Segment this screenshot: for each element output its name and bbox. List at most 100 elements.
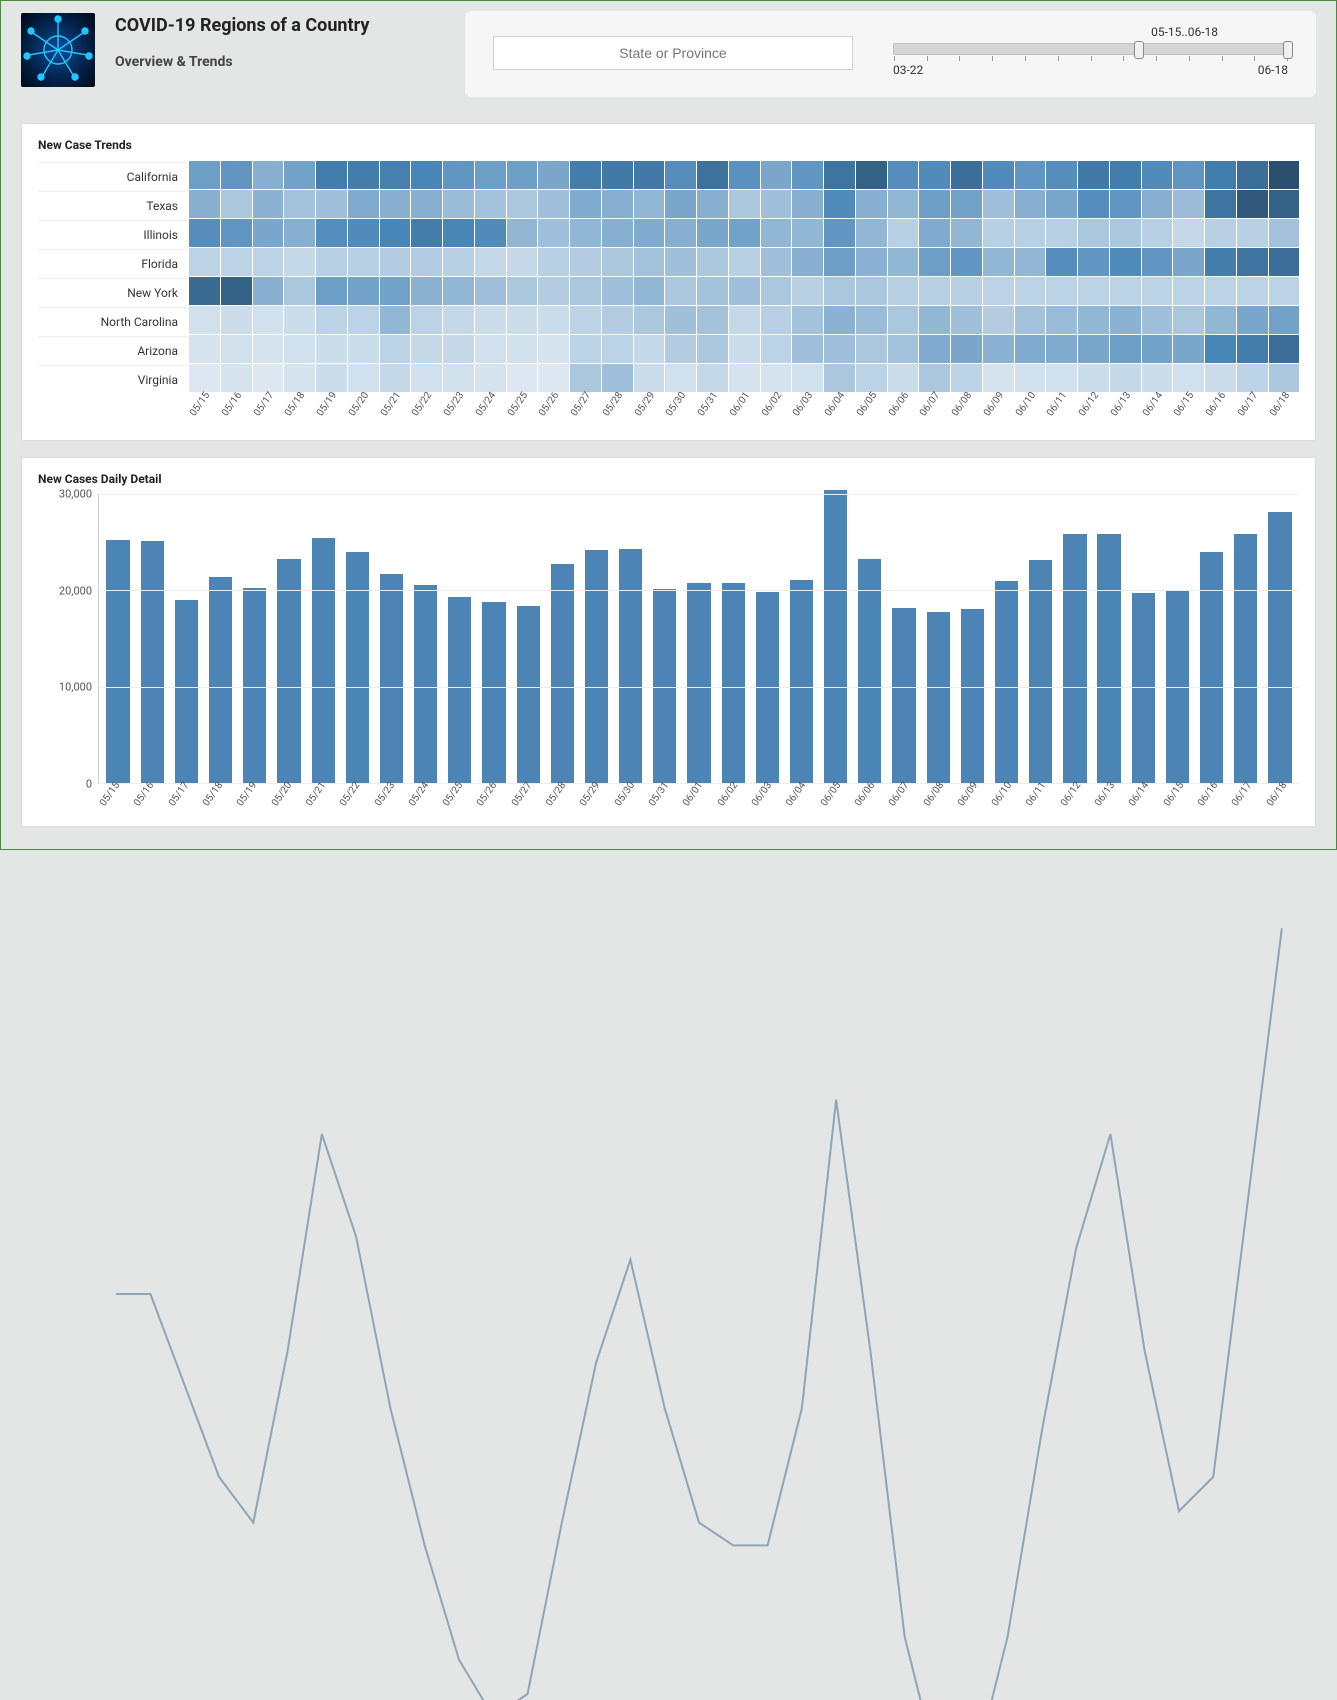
heatmap-cell	[220, 190, 252, 218]
heatmap-cell	[601, 306, 633, 334]
heatmap-cell	[664, 335, 696, 363]
heatmap-cell	[1141, 219, 1173, 247]
heatmap-cell	[1077, 161, 1109, 189]
heatmap-cell	[633, 248, 665, 276]
heatmap-cell	[1268, 306, 1300, 334]
heatmap-cell	[410, 161, 442, 189]
heatmap-cell	[569, 335, 601, 363]
barchart-bar	[346, 552, 369, 783]
barchart-bar	[551, 564, 574, 783]
barchart-y-tick: 20,000	[59, 584, 92, 597]
barchart-title: New Cases Daily Detail	[38, 472, 1299, 486]
heatmap-cell	[823, 306, 855, 334]
slider-range-label: 05-15..06-18	[1151, 25, 1218, 39]
virus-logo-icon	[21, 13, 95, 87]
heatmap-cell	[506, 248, 538, 276]
heatmap-cell	[1077, 335, 1109, 363]
heatmap-cell	[1172, 161, 1204, 189]
page-subtitle: Overview & Trends	[115, 54, 445, 70]
heatmap-cell	[1014, 161, 1046, 189]
heatmap-cell	[823, 161, 855, 189]
heatmap-cell	[950, 161, 982, 189]
heatmap-cell	[283, 161, 315, 189]
heatmap-row-label: Arizona	[38, 336, 188, 365]
heatmap-cell	[442, 219, 474, 247]
heatmap-cell	[188, 335, 220, 363]
heatmap-cell	[315, 219, 347, 247]
barchart-bar	[858, 559, 881, 783]
heatmap-cell	[791, 248, 823, 276]
heatmap-cell	[696, 277, 728, 305]
heatmap-cell	[474, 219, 506, 247]
heatmap-cell	[950, 277, 982, 305]
barchart-bar	[1097, 534, 1120, 784]
heatmap-cell	[664, 248, 696, 276]
heatmap-cell	[887, 190, 919, 218]
heatmap-cell	[1141, 161, 1173, 189]
heatmap-cell	[569, 277, 601, 305]
barchart-bar	[1132, 593, 1155, 783]
heatmap-cell	[252, 219, 284, 247]
heatmap-cell	[1236, 190, 1268, 218]
heatmap-cell	[791, 335, 823, 363]
heatmap-cell	[918, 219, 950, 247]
heatmap-cell	[664, 277, 696, 305]
heatmap-cell	[982, 190, 1014, 218]
date-range-slider[interactable]: 05-15..06-18 03-22 06-18	[893, 29, 1288, 77]
heatmap-cell	[537, 161, 569, 189]
heatmap-cell	[474, 306, 506, 334]
heatmap-cell	[950, 335, 982, 363]
heatmap-cell	[379, 190, 411, 218]
slider-handle-start[interactable]	[1134, 41, 1144, 59]
heatmap-cell	[283, 219, 315, 247]
heatmap-cell	[347, 161, 379, 189]
heatmap-cell	[887, 277, 919, 305]
heatmap-cell	[918, 335, 950, 363]
barchart-bar	[448, 597, 471, 783]
heatmap-cell	[1014, 306, 1046, 334]
heatmap-cell	[696, 190, 728, 218]
heatmap-cell	[601, 190, 633, 218]
heatmap-cell	[1014, 248, 1046, 276]
heatmap-cell	[950, 248, 982, 276]
heatmap-cell	[1077, 277, 1109, 305]
barchart-bar	[585, 550, 608, 783]
slider-handle-end[interactable]	[1283, 41, 1293, 59]
heatmap-cell	[315, 277, 347, 305]
heatmap-cell	[410, 219, 442, 247]
heatmap-cell	[791, 306, 823, 334]
heatmap-cell	[728, 248, 760, 276]
heatmap-cell	[1045, 306, 1077, 334]
heatmap-cell	[918, 161, 950, 189]
heatmap-cell	[283, 277, 315, 305]
barchart-bar	[482, 602, 505, 783]
heatmap-cell	[569, 306, 601, 334]
heatmap-cell	[1141, 248, 1173, 276]
heatmap-panel: New Case Trends CaliforniaTexasIllinoisF…	[21, 123, 1316, 441]
heatmap-cell	[347, 248, 379, 276]
heatmap-cell	[410, 335, 442, 363]
slider-start-label: 03-22	[893, 63, 923, 77]
heatmap-cell	[823, 335, 855, 363]
heatmap-cell	[252, 161, 284, 189]
heatmap-cell	[1204, 161, 1236, 189]
heatmap-date-labels: 05/1505/1605/1705/1805/1905/2005/2105/22…	[188, 396, 1299, 430]
heatmap-cell	[633, 219, 665, 247]
heatmap-cell	[252, 190, 284, 218]
barchart-panel: New Cases Daily Detail 010,00020,00030,0…	[21, 457, 1316, 827]
heatmap-cell	[188, 219, 220, 247]
heatmap-cell	[442, 248, 474, 276]
heatmap-cell	[569, 219, 601, 247]
heatmap-cell	[1045, 335, 1077, 363]
barchart-bar	[1063, 534, 1086, 784]
state-province-input[interactable]	[493, 36, 853, 70]
heatmap-cell	[379, 277, 411, 305]
heatmap-cell	[1141, 190, 1173, 218]
barchart-bar	[1234, 534, 1257, 784]
barchart-bar	[106, 540, 129, 783]
heatmap-cell	[823, 190, 855, 218]
heatmap-cell	[379, 248, 411, 276]
slider-track[interactable]	[893, 43, 1288, 55]
heatmap-cell	[760, 161, 792, 189]
heatmap-cell	[410, 190, 442, 218]
